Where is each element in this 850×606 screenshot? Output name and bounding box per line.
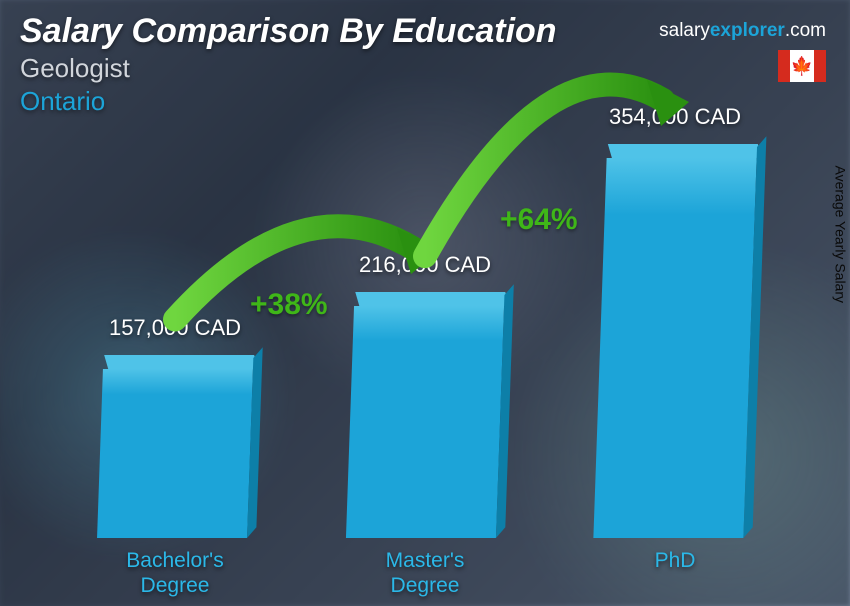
brand-watermark: salaryexplorer.com [659, 20, 826, 42]
brand-part1: salary [659, 20, 710, 41]
bar [593, 158, 756, 538]
bar-value-label: 216,000 CAD [325, 252, 525, 278]
bar [97, 369, 253, 538]
bar-value-label: 157,000 CAD [75, 315, 275, 341]
bar-category-label: Bachelor'sDegree [75, 548, 275, 598]
bar-group: 354,000 CADPhD [600, 158, 750, 538]
y-axis-label: Average Yearly Salary [832, 166, 848, 304]
bar-value-label: 354,000 CAD [575, 104, 775, 130]
brand-part2: explorer [710, 20, 785, 41]
percent-increase-label: +64% [500, 203, 578, 237]
bar-group: 216,000 CADMaster'sDegree [350, 306, 500, 538]
brand-part3: .com [785, 20, 826, 41]
bar-group: 157,000 CADBachelor'sDegree [100, 369, 250, 538]
country-flag-icon: 🍁 [778, 50, 826, 82]
bar-chart: 157,000 CADBachelor'sDegree 216,000 CADMa… [60, 158, 790, 538]
bar-category-label: Master'sDegree [325, 548, 525, 598]
bar [346, 306, 504, 538]
chart-subtitle-job: Geologist [20, 53, 830, 84]
bar-category-label: PhD [575, 548, 775, 573]
percent-increase-label: +38% [250, 288, 328, 322]
